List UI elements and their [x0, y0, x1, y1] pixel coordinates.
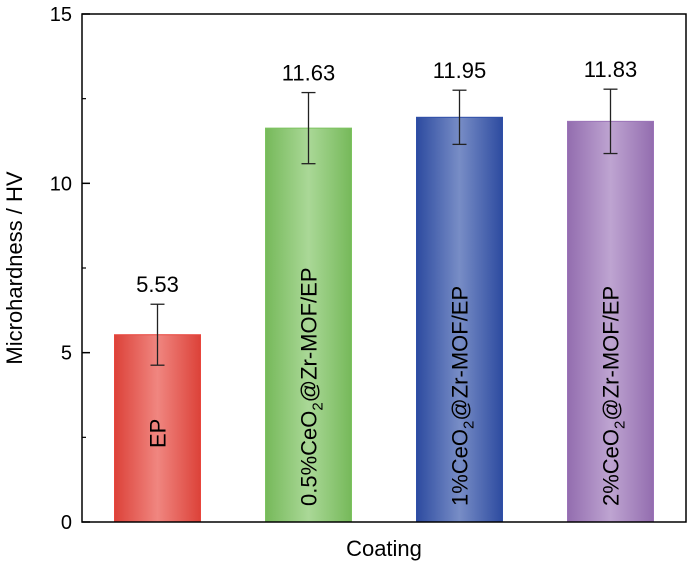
bars-group	[114, 116, 654, 523]
bar-category-label-0: EP	[146, 419, 171, 448]
error-bar-3	[603, 88, 618, 155]
y-tick-label-2: 10	[50, 173, 72, 195]
bar-category-label-1: 0.5%CeO2@Zr-MOF/EP	[297, 268, 327, 507]
value-label-1: 11.63	[282, 61, 335, 86]
y-tick-label-3: 15	[50, 4, 72, 26]
error-bar-0	[150, 303, 165, 366]
bar-category-label-3: 2%CeO2@Zr-MOF/EP	[599, 286, 629, 506]
y-tick-label-0: 0	[61, 512, 72, 534]
bar-category-label-2: 1%CeO2@Zr-MOF/EP	[448, 286, 478, 506]
bar-0	[114, 334, 201, 523]
value-label-0: 5.53	[136, 272, 179, 297]
error-bars-group	[150, 88, 618, 366]
bar-1	[265, 127, 352, 523]
value-label-2: 11.95	[433, 58, 486, 83]
labels-group: 5.53 EP 11.63 0.5%CeO2@Zr-MOF/EP 11.95 1%CeO2…	[136, 57, 637, 506]
y-axis-label: Microhardness / HV	[2, 171, 27, 365]
y-axis: 0 5 10 15	[50, 4, 90, 534]
bar-3	[567, 120, 654, 523]
x-axis-label: Coating	[346, 536, 422, 561]
y-tick-label-1: 5	[61, 343, 72, 365]
value-label-3: 11.83	[584, 57, 637, 82]
error-bar-1	[301, 91, 316, 165]
error-bar-2	[452, 89, 467, 146]
